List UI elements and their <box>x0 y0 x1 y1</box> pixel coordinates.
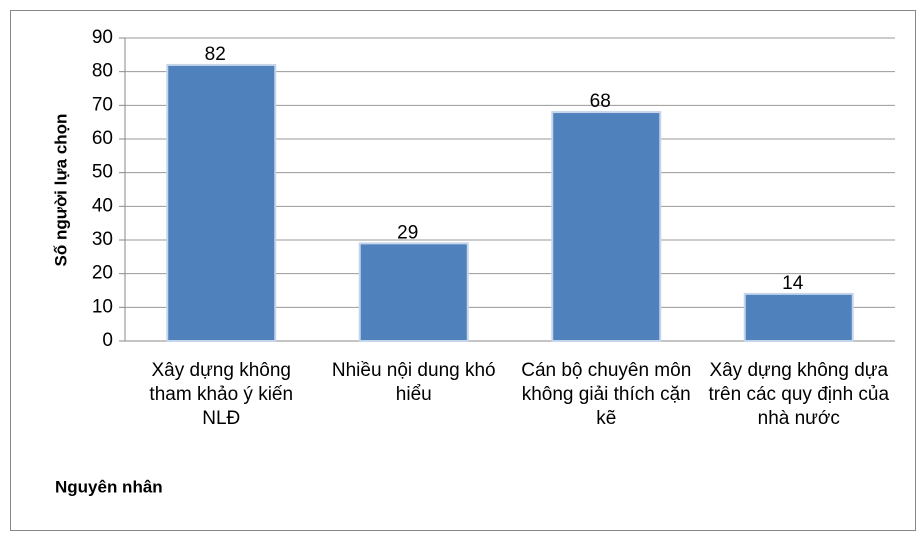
value-label: 29 <box>397 222 418 243</box>
bar <box>166 63 277 343</box>
value-label: 14 <box>782 273 804 294</box>
bar <box>358 242 469 342</box>
y-tick-label: 0 <box>102 330 113 351</box>
value-label: 82 <box>205 44 226 65</box>
x-tick-label: Xây dựng không tham khảo ý kiến NLĐ <box>149 360 294 429</box>
y-tick-label: 60 <box>92 128 113 149</box>
y-axis-label: Số người lựa chọn <box>51 114 70 267</box>
x-tick-label: Xây dựng không dựa trên các quy định của… <box>708 360 890 429</box>
y-tick-label: 90 <box>92 27 113 48</box>
y-tick-label: 20 <box>92 263 113 284</box>
x-tick-label: Nhiều nội dung khó hiểu <box>331 360 496 405</box>
y-tick-label: 70 <box>92 94 113 115</box>
bar <box>551 111 662 342</box>
y-tick-label: 40 <box>92 195 113 216</box>
y-tick-label: 50 <box>92 162 113 183</box>
y-tick-label: 30 <box>92 229 113 250</box>
y-tick-label: 80 <box>92 61 113 82</box>
chart-border <box>10 10 916 531</box>
value-label: 68 <box>590 91 611 112</box>
y-tick-label: 10 <box>92 296 113 317</box>
x-axis-label: Nguyên nhân <box>55 477 163 496</box>
x-tick-label: Cán bộ chuyên môn không giải thích cặn k… <box>521 360 692 429</box>
bar <box>743 292 854 343</box>
